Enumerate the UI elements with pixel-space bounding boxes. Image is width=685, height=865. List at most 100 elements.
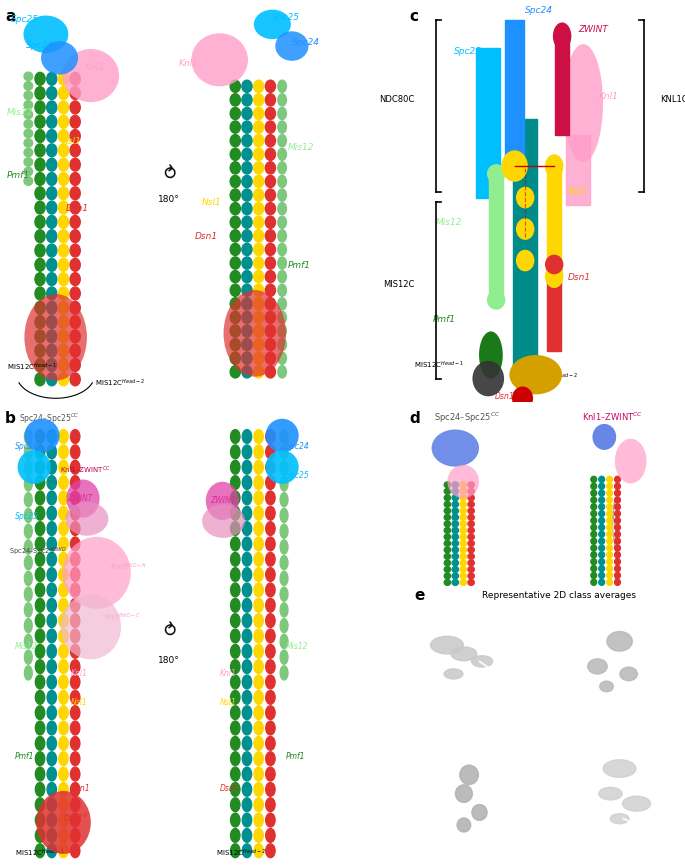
Ellipse shape xyxy=(591,524,597,530)
Ellipse shape xyxy=(266,476,275,490)
Ellipse shape xyxy=(71,798,80,811)
Ellipse shape xyxy=(25,294,87,381)
Ellipse shape xyxy=(614,573,621,579)
Ellipse shape xyxy=(59,767,68,781)
Ellipse shape xyxy=(266,522,275,535)
Ellipse shape xyxy=(614,517,621,523)
Ellipse shape xyxy=(242,325,252,337)
Ellipse shape xyxy=(59,583,68,597)
Ellipse shape xyxy=(607,545,612,551)
Ellipse shape xyxy=(58,158,68,171)
Ellipse shape xyxy=(71,752,80,766)
Ellipse shape xyxy=(278,284,286,297)
Ellipse shape xyxy=(599,545,605,551)
Ellipse shape xyxy=(516,187,534,208)
Text: Knl1: Knl1 xyxy=(599,93,619,101)
Ellipse shape xyxy=(445,502,451,507)
Ellipse shape xyxy=(253,325,264,337)
Ellipse shape xyxy=(231,675,240,689)
Text: ZWINT: ZWINT xyxy=(210,497,235,505)
Ellipse shape xyxy=(71,553,80,567)
Text: MIS12C$^{Head-2}$: MIS12C$^{Head-2}$ xyxy=(95,378,145,389)
Ellipse shape xyxy=(591,510,597,516)
Ellipse shape xyxy=(445,560,451,566)
Ellipse shape xyxy=(242,284,252,297)
Ellipse shape xyxy=(280,555,288,570)
Ellipse shape xyxy=(231,460,240,474)
Text: Mis12: Mis12 xyxy=(288,144,314,152)
Ellipse shape xyxy=(445,515,451,520)
Text: Nsl1: Nsl1 xyxy=(202,198,222,208)
Ellipse shape xyxy=(24,167,33,176)
Ellipse shape xyxy=(58,172,68,185)
Ellipse shape xyxy=(253,243,264,255)
Ellipse shape xyxy=(254,506,263,520)
Ellipse shape xyxy=(47,829,56,843)
Ellipse shape xyxy=(591,552,597,558)
Ellipse shape xyxy=(588,659,607,674)
Ellipse shape xyxy=(231,567,240,581)
Ellipse shape xyxy=(253,284,264,297)
Ellipse shape xyxy=(242,93,252,106)
Ellipse shape xyxy=(280,445,288,459)
Ellipse shape xyxy=(610,814,629,823)
Ellipse shape xyxy=(254,522,263,535)
Ellipse shape xyxy=(71,629,80,643)
Ellipse shape xyxy=(35,130,45,143)
Ellipse shape xyxy=(599,503,605,509)
Ellipse shape xyxy=(452,508,458,514)
Ellipse shape xyxy=(58,115,68,128)
Text: MIS12C$^{Head-1}$: MIS12C$^{Head-1}$ xyxy=(7,362,57,373)
Ellipse shape xyxy=(614,510,621,516)
Ellipse shape xyxy=(460,547,466,553)
Ellipse shape xyxy=(242,107,252,119)
Ellipse shape xyxy=(36,675,45,689)
Ellipse shape xyxy=(472,804,487,820)
Text: MIS12C$^{Head-2}$: MIS12C$^{Head-2}$ xyxy=(216,848,266,859)
Text: e: e xyxy=(414,588,425,604)
Ellipse shape xyxy=(47,359,57,371)
Ellipse shape xyxy=(230,325,240,337)
Ellipse shape xyxy=(265,189,275,202)
Ellipse shape xyxy=(445,534,451,540)
Ellipse shape xyxy=(70,316,80,329)
Ellipse shape xyxy=(47,583,56,597)
Ellipse shape xyxy=(35,187,45,200)
Ellipse shape xyxy=(242,829,251,843)
Ellipse shape xyxy=(242,311,252,324)
Ellipse shape xyxy=(445,547,451,553)
Ellipse shape xyxy=(70,287,80,300)
Ellipse shape xyxy=(253,80,264,93)
Ellipse shape xyxy=(254,829,263,843)
Ellipse shape xyxy=(230,107,240,119)
Text: Knl1$^{BWD-C}$: Knl1$^{BWD-C}$ xyxy=(104,612,141,623)
Ellipse shape xyxy=(614,552,621,558)
Ellipse shape xyxy=(254,430,263,444)
Ellipse shape xyxy=(47,202,57,214)
Ellipse shape xyxy=(36,537,45,551)
Ellipse shape xyxy=(47,215,57,228)
Ellipse shape xyxy=(254,629,263,643)
Ellipse shape xyxy=(253,93,264,106)
Ellipse shape xyxy=(242,614,251,627)
Ellipse shape xyxy=(242,216,252,228)
Ellipse shape xyxy=(253,230,264,242)
Text: Spc24–Spc25$^{CC}$: Spc24–Spc25$^{CC}$ xyxy=(434,411,500,426)
Ellipse shape xyxy=(468,560,474,566)
Text: Knl1–ZWINT$^{CC}$: Knl1–ZWINT$^{CC}$ xyxy=(582,411,643,423)
Ellipse shape xyxy=(253,352,264,364)
Ellipse shape xyxy=(460,508,466,514)
Ellipse shape xyxy=(242,522,251,535)
Ellipse shape xyxy=(444,669,463,679)
Ellipse shape xyxy=(25,666,32,680)
Ellipse shape xyxy=(230,135,240,147)
Ellipse shape xyxy=(47,675,56,689)
Ellipse shape xyxy=(36,460,45,474)
Ellipse shape xyxy=(445,521,451,527)
Ellipse shape xyxy=(47,272,57,285)
Ellipse shape xyxy=(468,489,474,494)
Ellipse shape xyxy=(36,445,45,458)
Ellipse shape xyxy=(231,767,240,781)
Ellipse shape xyxy=(230,271,240,283)
Ellipse shape xyxy=(599,524,605,530)
